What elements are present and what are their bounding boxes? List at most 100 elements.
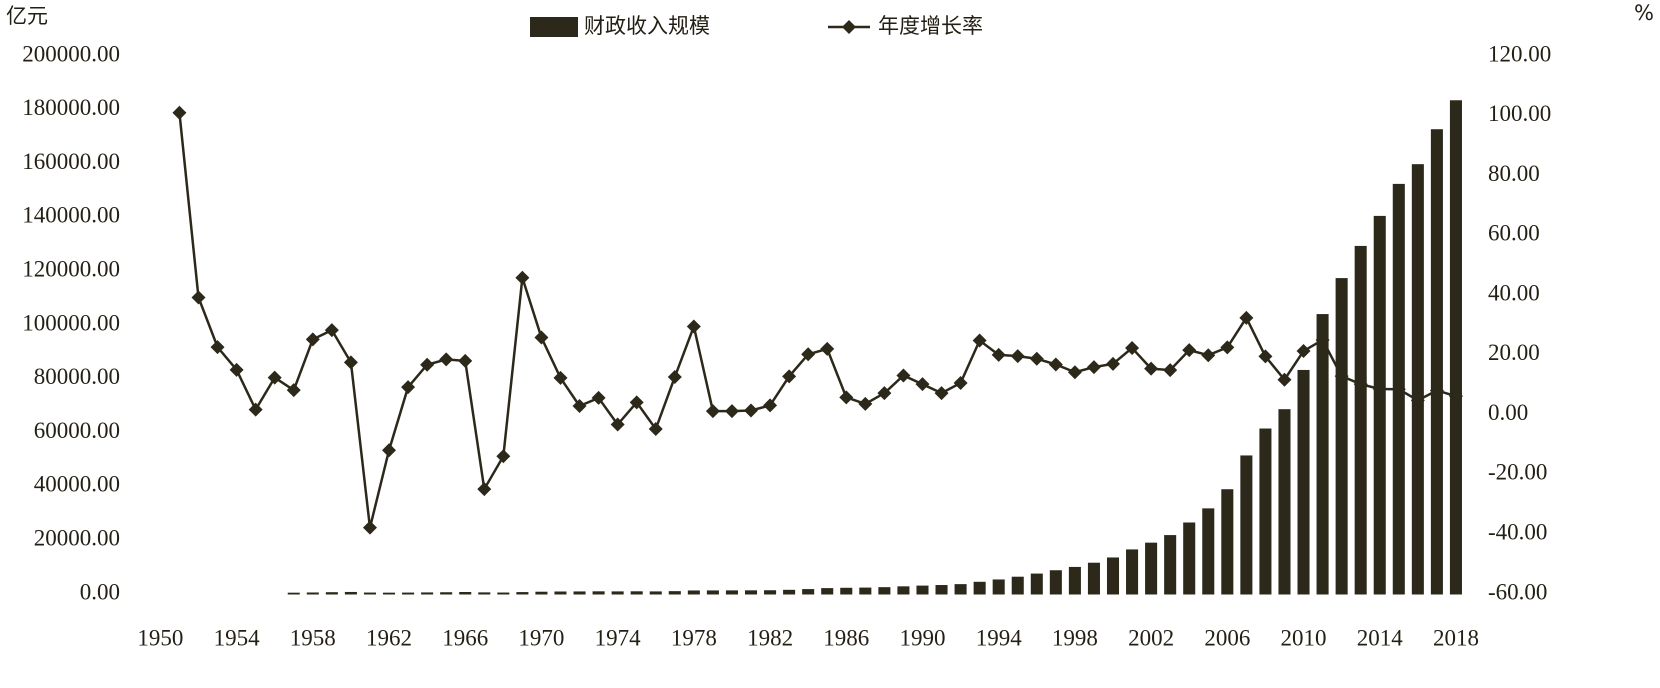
marker: [172, 105, 187, 120]
marker: [191, 290, 206, 305]
marker: [1410, 393, 1425, 408]
bar: [382, 592, 396, 595]
bar: [1411, 164, 1424, 595]
marker: [705, 404, 720, 419]
marker: [820, 341, 835, 356]
bar: [325, 592, 338, 595]
y-tick-label: 180000.00: [22, 95, 120, 120]
bar: [535, 591, 548, 595]
marker: [934, 386, 949, 401]
legend-swatch: [842, 20, 856, 34]
y-unit: 亿元: [6, 4, 48, 28]
x-tick-label: 1970: [518, 625, 564, 650]
marker: [724, 404, 739, 419]
bar: [744, 590, 758, 595]
x-tick-label: 1954: [214, 625, 261, 650]
marker: [858, 396, 873, 411]
marker: [1144, 361, 1159, 376]
marker: [1010, 349, 1025, 364]
bar: [1126, 549, 1139, 595]
marker: [515, 270, 530, 285]
marker: [877, 386, 892, 401]
bar: [1430, 129, 1443, 595]
marker: [1163, 363, 1178, 378]
bar: [821, 588, 834, 595]
x-tick-label: 1950: [137, 625, 183, 650]
bar: [973, 581, 986, 595]
y2-tick-label: -20.00: [1488, 460, 1547, 485]
y-tick-label: 40000.00: [34, 472, 120, 497]
x-tick-label: 1974: [595, 625, 642, 650]
legend-label: 年度增长率: [878, 14, 983, 38]
x-tick-label: 1994: [976, 625, 1023, 650]
marker: [496, 449, 511, 464]
marker: [1182, 343, 1197, 358]
bar: [363, 592, 376, 595]
x-tick-label: 2006: [1204, 625, 1250, 650]
marker: [1258, 349, 1273, 364]
marker: [591, 390, 606, 405]
bar: [421, 592, 434, 595]
marker: [229, 362, 244, 377]
marker: [324, 323, 339, 338]
marker: [763, 398, 778, 413]
bar: [1183, 522, 1196, 595]
y-tick-label: 140000.00: [22, 203, 120, 228]
marker: [991, 347, 1006, 362]
marker: [1125, 341, 1140, 356]
y2-tick-label: -60.00: [1488, 579, 1547, 604]
marker: [1029, 351, 1044, 366]
marker: [953, 375, 968, 390]
bar: [840, 587, 853, 595]
bar: [992, 579, 1005, 595]
bar: [1240, 455, 1253, 595]
bar: [1164, 535, 1177, 595]
bar: [1449, 100, 1462, 595]
x-tick-label: 1958: [290, 625, 336, 650]
bar: [725, 590, 738, 595]
bar: [1221, 489, 1234, 595]
bar: [916, 585, 929, 595]
y2-tick-label: 100.00: [1488, 101, 1551, 126]
marker: [439, 352, 454, 367]
marker: [782, 369, 797, 384]
marker: [896, 368, 911, 383]
marker: [667, 370, 682, 385]
bar: [649, 591, 662, 595]
bar: [1297, 369, 1310, 595]
bar: [287, 592, 300, 595]
y2-tick-label: -40.00: [1488, 520, 1547, 545]
marker: [210, 340, 225, 355]
marker: [401, 380, 416, 395]
marker: [744, 403, 759, 418]
bar: [935, 585, 948, 595]
x-tick-label: 2014: [1357, 625, 1404, 650]
marker: [382, 443, 397, 458]
line: [178, 112, 1457, 528]
bar: [554, 591, 567, 595]
marker: [629, 395, 644, 410]
bar: [859, 587, 872, 595]
bar: [1259, 428, 1272, 595]
bar: [764, 590, 777, 595]
marker: [534, 330, 549, 345]
marker: [1391, 382, 1406, 397]
x-tick-label: 1990: [899, 625, 945, 650]
marker: [305, 332, 320, 347]
y-tick-label: 60000.00: [34, 418, 120, 443]
y2-tick-label: 120.00: [1488, 41, 1551, 66]
y2-unit: %: [1634, 1, 1654, 25]
marker: [1296, 344, 1311, 359]
marker: [1086, 360, 1101, 375]
bar: [954, 584, 967, 595]
marker: [1277, 372, 1292, 387]
bar: [1030, 573, 1043, 595]
y-tick-label: 80000.00: [34, 364, 120, 389]
bar: [497, 592, 510, 595]
bar: [630, 591, 643, 595]
legend-label: 财政收入规模: [584, 14, 710, 38]
marker: [420, 357, 435, 372]
bar: [592, 591, 605, 595]
bar: [573, 591, 586, 595]
